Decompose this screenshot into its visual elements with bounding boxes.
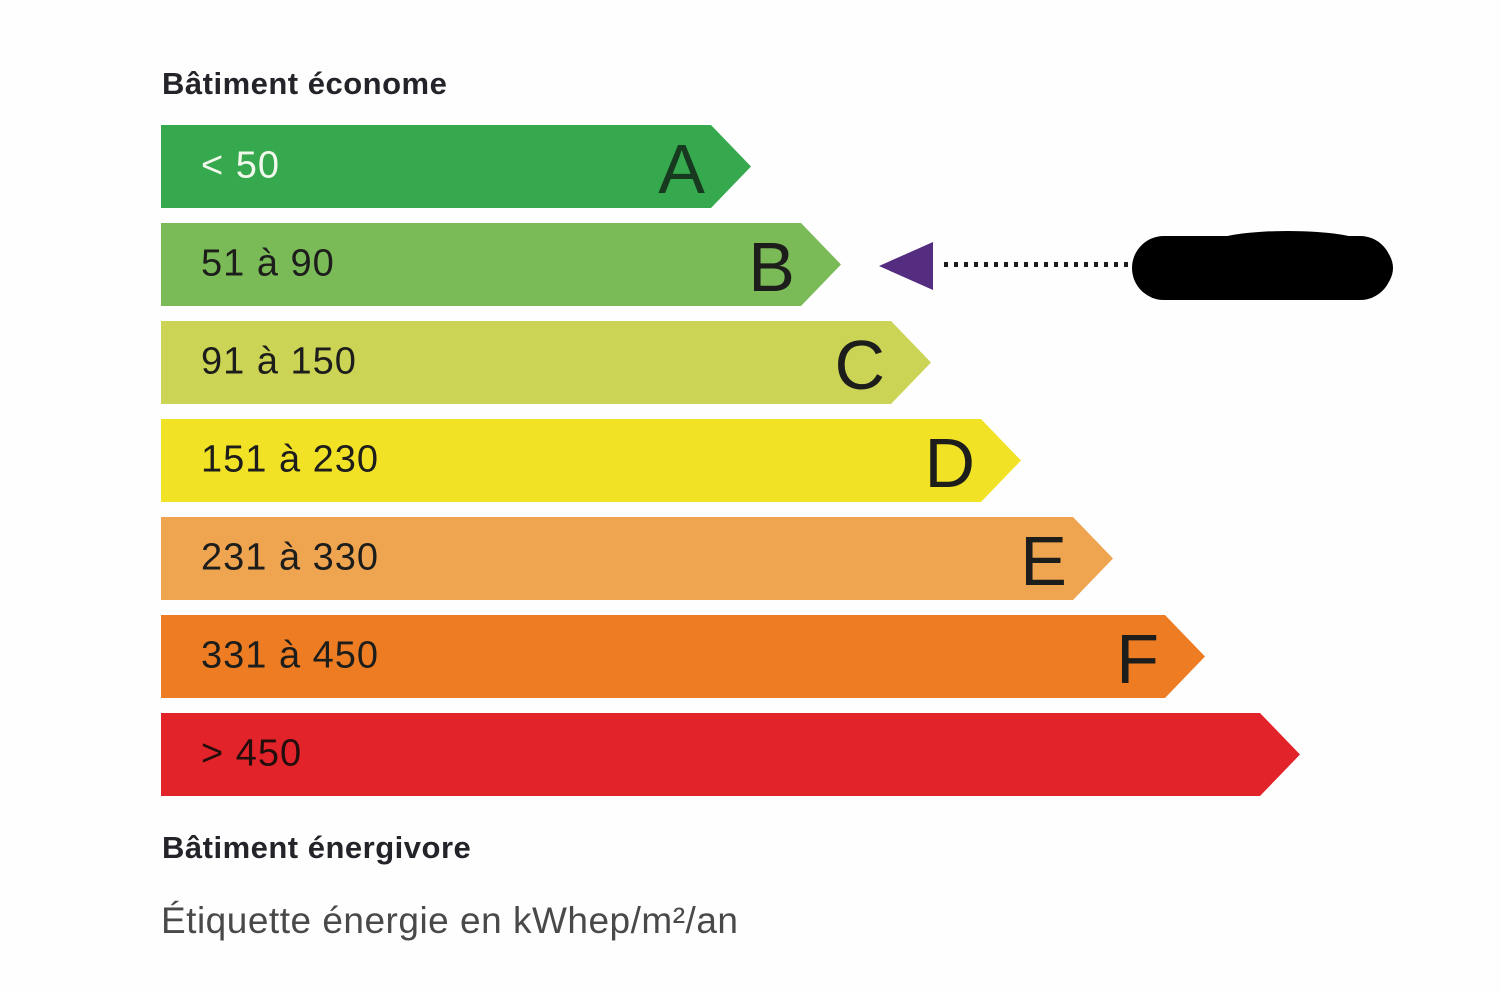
dotted-leader-line (944, 262, 1130, 267)
range-label: 51 à 90 (201, 242, 335, 285)
range-label: 331 à 450 (201, 634, 380, 677)
range-label: 91 à 150 (201, 340, 357, 383)
class-letter: B (748, 227, 795, 306)
energy-class-bar-c: 91 à 150 C (161, 321, 931, 404)
class-letter: C (834, 325, 885, 404)
range-label: > 450 (201, 732, 303, 775)
range-label: 231 à 330 (201, 536, 380, 579)
range-label: < 50 (201, 144, 281, 187)
class-letter: A (658, 129, 705, 208)
energy-class-bar-b: 51 à 90 B (161, 223, 841, 306)
bottom-label: Bâtiment énergivore (162, 830, 472, 865)
class-letter: D (924, 423, 975, 502)
energy-class-bar-d: 151 à 230 D (161, 419, 1021, 502)
energy-scale: < 50 A 51 à 90 B 91 à 150 C 151 à 230 D … (161, 125, 1300, 796)
caption: Étiquette énergie en kWhep/m²/an (161, 900, 739, 941)
top-label: Bâtiment économe (162, 66, 448, 101)
class-letter: F (1116, 619, 1159, 698)
energy-class-bar-g: > 450 (161, 713, 1300, 796)
energy-class-bar-f: 331 à 450 F (161, 615, 1205, 698)
energy-class-bar-a: < 50 A (161, 125, 751, 208)
energy-class-bar-e: 231 à 330 E (161, 517, 1113, 600)
redacted-value-blob (1132, 231, 1393, 300)
class-letter: E (1020, 521, 1067, 600)
range-label: 151 à 230 (201, 438, 380, 481)
